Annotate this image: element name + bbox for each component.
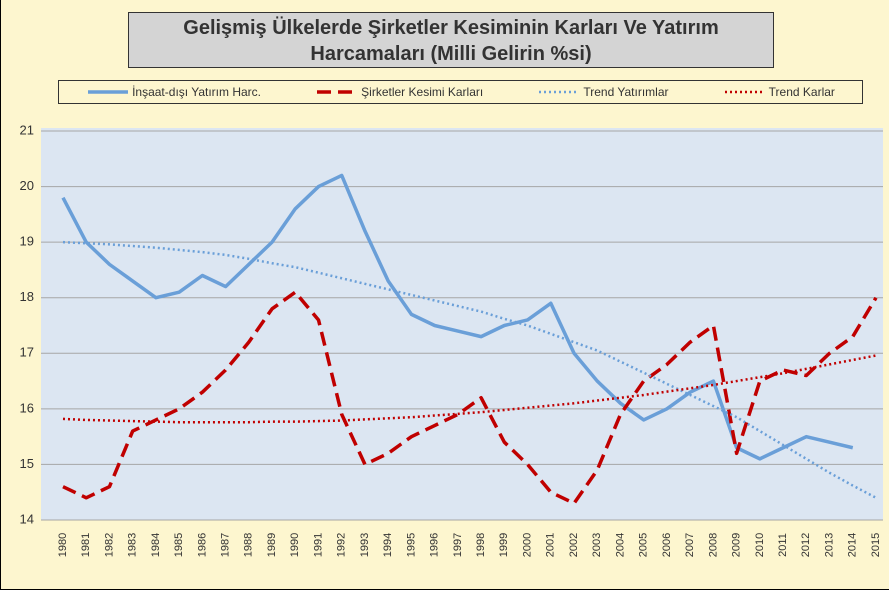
x-tick-label: 2000 bbox=[521, 533, 533, 557]
x-tick-label: 2009 bbox=[731, 533, 743, 557]
x-tick-label: 1995 bbox=[405, 533, 417, 557]
y-tick-label: 15 bbox=[20, 456, 34, 471]
y-tick-label: 16 bbox=[20, 400, 34, 415]
y-tick-label: 17 bbox=[20, 345, 34, 360]
legend-label: İnşaat-dışı Yatırım Harc. bbox=[132, 85, 262, 99]
x-tick-label: 1989 bbox=[266, 533, 278, 557]
legend-swatch bbox=[539, 90, 580, 94]
x-tick-label: 1990 bbox=[289, 533, 301, 557]
x-tick-label: 2010 bbox=[754, 533, 766, 557]
x-tick-label: 2013 bbox=[823, 533, 835, 557]
x-tick-label: 2015 bbox=[870, 533, 882, 557]
legend-item: Şirketler Kesimi Karları bbox=[315, 85, 483, 99]
legend-swatch bbox=[88, 90, 129, 94]
x-tick-label: 1986 bbox=[196, 533, 208, 557]
x-tick-label: 2008 bbox=[707, 533, 719, 557]
x-tick-label: 1992 bbox=[336, 533, 348, 557]
legend-swatch bbox=[724, 90, 765, 94]
x-tick-label: 1993 bbox=[359, 533, 371, 557]
x-tick-label: 1994 bbox=[382, 533, 394, 557]
y-tick-label: 21 bbox=[20, 122, 34, 137]
legend: İnşaat-dışı Yatırım Harc. Şirketler Kesim… bbox=[58, 80, 863, 104]
x-tick-label: 1983 bbox=[127, 533, 139, 557]
y-tick-label: 20 bbox=[20, 178, 34, 193]
chart-title: Gelişmiş Ülkelerde Şirketler Kesiminin K… bbox=[128, 12, 774, 68]
series-line bbox=[61, 173, 854, 461]
legend-swatch bbox=[317, 90, 358, 94]
series-line bbox=[62, 240, 877, 499]
x-tick-label: 1980 bbox=[57, 533, 69, 557]
legend-label: Trend Karlar bbox=[768, 85, 835, 99]
x-tick-label: 2012 bbox=[800, 533, 812, 557]
x-tick-label: 1988 bbox=[243, 533, 255, 557]
x-tick-label: 2001 bbox=[545, 533, 557, 557]
x-tick-label: 2014 bbox=[847, 533, 859, 557]
legend-item: Trend Karlar bbox=[723, 85, 835, 99]
x-tick-label: 1985 bbox=[173, 533, 185, 557]
x-tick-label: 1997 bbox=[452, 533, 464, 557]
legend-label: Şirketler Kesimi Karları bbox=[361, 85, 484, 99]
x-tick-label: 2003 bbox=[591, 533, 603, 557]
y-tick-label: 18 bbox=[20, 289, 34, 304]
x-tick-label: 1984 bbox=[150, 533, 162, 557]
legend-item: Trend Yatırımlar bbox=[537, 85, 669, 99]
x-tick-label: 2011 bbox=[777, 533, 789, 557]
x-tick-label: 1998 bbox=[475, 533, 487, 557]
x-tick-label: 1982 bbox=[103, 533, 115, 557]
x-tick-label: 1981 bbox=[80, 533, 92, 557]
x-tick-label: 2006 bbox=[661, 533, 673, 557]
x-tick-label: 2004 bbox=[614, 533, 626, 557]
x-tick-label: 2007 bbox=[684, 533, 696, 557]
legend-item: İnşaat-dışı Yatırım Harc. bbox=[86, 85, 261, 99]
y-tick-label: 19 bbox=[20, 234, 34, 249]
legend-label: Trend Yatırımlar bbox=[583, 85, 669, 99]
x-tick-label: 1987 bbox=[220, 533, 232, 557]
x-tick-label: 2002 bbox=[568, 533, 580, 557]
x-tick-label: 1991 bbox=[312, 533, 324, 557]
y-tick-label: 14 bbox=[20, 511, 34, 526]
x-tick-label: 1996 bbox=[429, 533, 441, 557]
series-line bbox=[62, 354, 877, 424]
plot-area bbox=[41, 128, 883, 520]
series-line bbox=[62, 290, 878, 506]
x-tick-label: 2005 bbox=[638, 533, 650, 557]
x-tick-label: 1999 bbox=[498, 533, 510, 557]
